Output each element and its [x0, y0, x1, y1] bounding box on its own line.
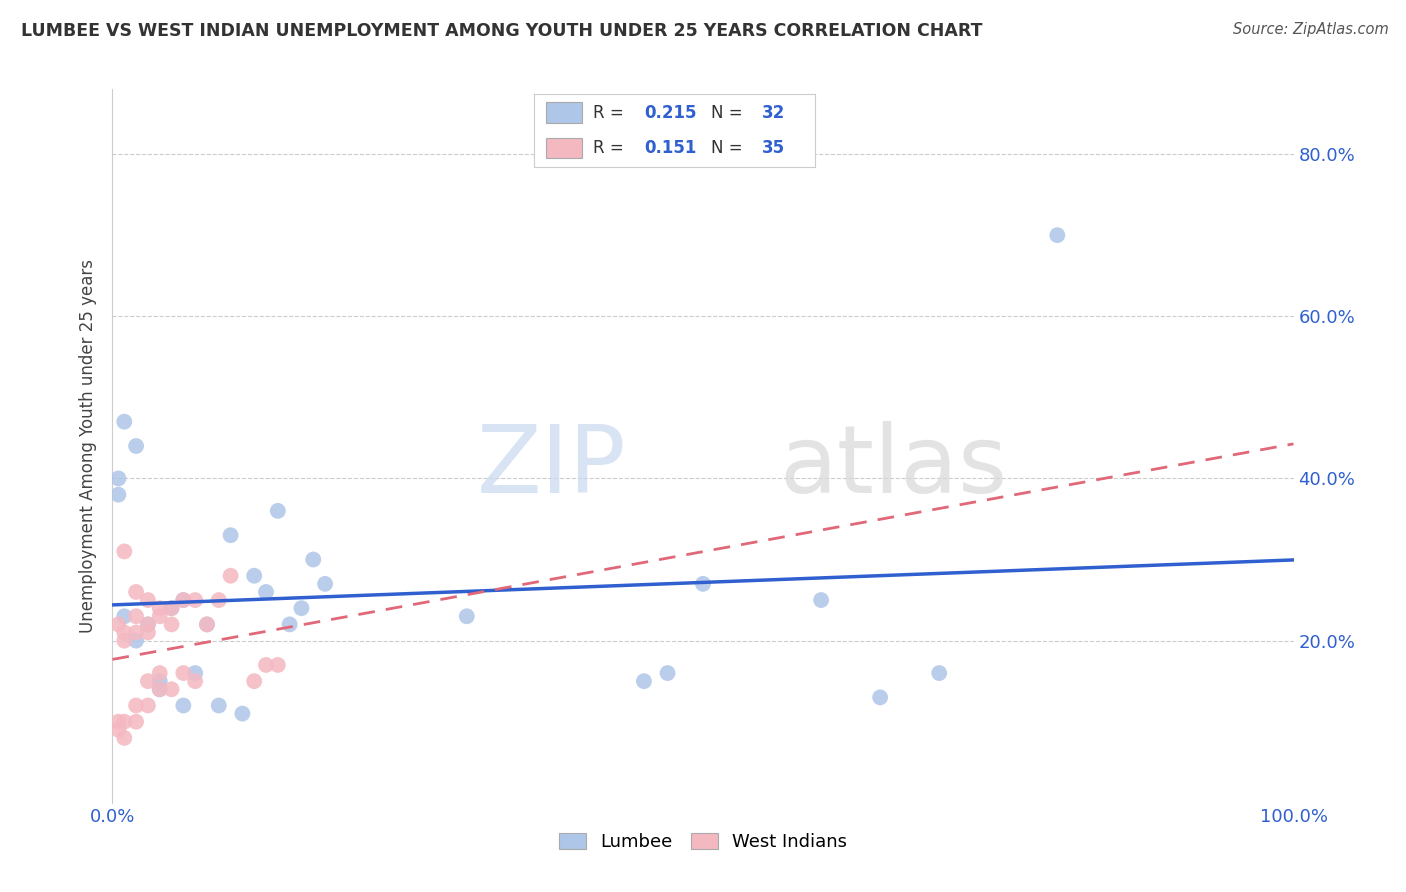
Point [869, 690, 891, 705]
Text: R =: R = [593, 103, 624, 121]
Point [112, 731, 135, 745]
Point [302, 552, 325, 566]
Point [314, 577, 336, 591]
Point [149, 609, 172, 624]
Point [136, 617, 159, 632]
Point [112, 415, 135, 429]
Text: atlas: atlas [780, 421, 1008, 514]
Point [112, 625, 135, 640]
Point [184, 674, 207, 689]
Point [107, 617, 129, 632]
Point [208, 698, 231, 713]
Point [125, 439, 148, 453]
Point [149, 682, 172, 697]
Point [810, 593, 832, 607]
Bar [546, 137, 582, 158]
Point [149, 674, 172, 689]
Point [160, 601, 183, 615]
Point [195, 617, 218, 632]
Point [160, 617, 183, 632]
Point [125, 633, 148, 648]
Point [136, 593, 159, 607]
Point [278, 617, 301, 632]
Point [107, 714, 129, 729]
Point [149, 666, 172, 681]
Point [184, 593, 207, 607]
Text: Source: ZipAtlas.com: Source: ZipAtlas.com [1233, 22, 1389, 37]
Text: LUMBEE VS WEST INDIAN UNEMPLOYMENT AMONG YOUTH UNDER 25 YEARS CORRELATION CHART: LUMBEE VS WEST INDIAN UNEMPLOYMENT AMONG… [21, 22, 983, 40]
Point [231, 706, 253, 721]
Point [125, 585, 148, 599]
Point [136, 674, 159, 689]
Text: R =: R = [593, 139, 624, 157]
Point [112, 544, 135, 558]
Point [184, 666, 207, 681]
Point [125, 625, 148, 640]
Point [136, 698, 159, 713]
Point [125, 714, 148, 729]
Point [107, 488, 129, 502]
Point [657, 666, 679, 681]
Point [254, 657, 277, 672]
Point [112, 609, 135, 624]
Point [160, 601, 183, 615]
Point [172, 593, 194, 607]
Point [107, 471, 129, 485]
Legend: Lumbee, West Indians: Lumbee, West Indians [551, 825, 855, 858]
Text: 0.215: 0.215 [644, 103, 696, 121]
Bar [546, 103, 582, 123]
Text: 35: 35 [762, 139, 785, 157]
Text: 32: 32 [762, 103, 786, 121]
Text: N =: N = [711, 139, 742, 157]
Text: ZIP: ZIP [477, 421, 626, 514]
Text: N =: N = [711, 103, 742, 121]
Point [149, 682, 172, 697]
Point [243, 568, 266, 582]
Point [219, 568, 242, 582]
Point [125, 698, 148, 713]
Point [112, 633, 135, 648]
Point [112, 714, 135, 729]
Point [172, 698, 194, 713]
Point [172, 666, 194, 681]
Point [267, 657, 290, 672]
Point [160, 682, 183, 697]
Point [149, 601, 172, 615]
Point [208, 593, 231, 607]
Point [136, 625, 159, 640]
Point [928, 666, 950, 681]
Point [692, 577, 714, 591]
Point [1046, 228, 1069, 243]
Point [456, 609, 478, 624]
Point [195, 617, 218, 632]
Point [267, 504, 290, 518]
Text: 0.151: 0.151 [644, 139, 696, 157]
Point [633, 674, 655, 689]
Point [219, 528, 242, 542]
Point [254, 585, 277, 599]
Point [243, 674, 266, 689]
Point [125, 609, 148, 624]
Point [290, 601, 312, 615]
Point [107, 723, 129, 737]
Y-axis label: Unemployment Among Youth under 25 years: Unemployment Among Youth under 25 years [79, 259, 97, 633]
Point [136, 617, 159, 632]
Point [172, 593, 194, 607]
